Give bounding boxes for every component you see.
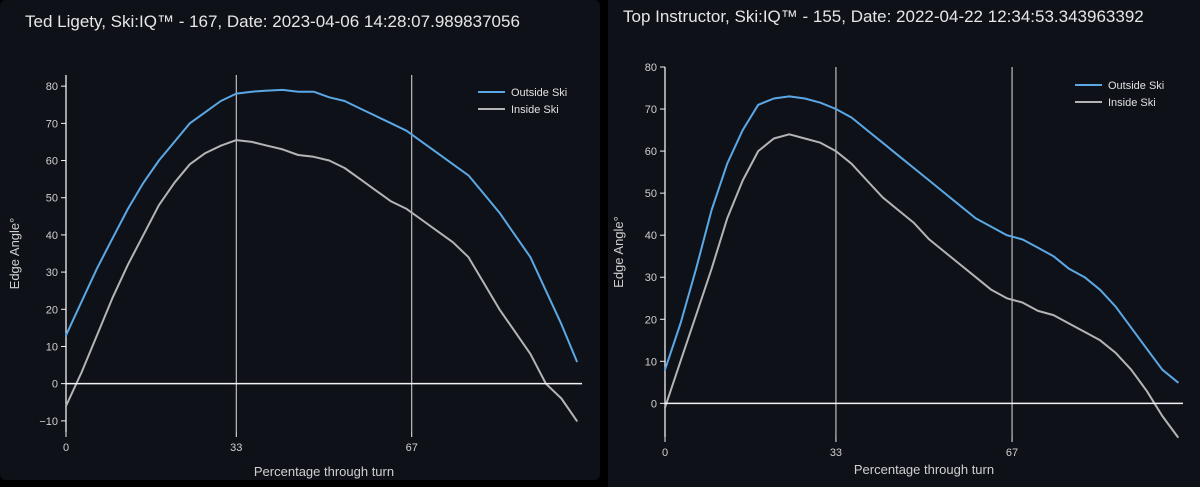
legend-label: Outside Ski bbox=[1108, 80, 1164, 92]
inside-ski-series-line bbox=[65, 139, 578, 422]
y-tick-label: 70 bbox=[645, 104, 657, 116]
y-tick-label: −10 bbox=[39, 416, 58, 428]
y-tick-label: 40 bbox=[645, 230, 657, 242]
y-tick-label: 80 bbox=[46, 81, 58, 93]
x-tick-label: 67 bbox=[1006, 447, 1018, 459]
y-tick-label: 60 bbox=[46, 156, 58, 168]
y-tick-label: 20 bbox=[645, 314, 657, 326]
chart-title: Top Instructor, Ski:IQ™ - 155, Date: 202… bbox=[623, 7, 1144, 26]
x-tick-label: 0 bbox=[63, 442, 69, 454]
legend-label: Outside Ski bbox=[511, 87, 567, 99]
x-tick-label: 33 bbox=[230, 442, 242, 454]
x-tick-label: 67 bbox=[406, 442, 418, 454]
y-tick-label: 50 bbox=[645, 188, 657, 200]
y-tick-label: 20 bbox=[46, 304, 58, 316]
chart-title: Ted Ligety, Ski:IQ™ - 167, Date: 2023-04… bbox=[25, 12, 520, 31]
chart-panel-right: Top Instructor, Ski:IQ™ - 155, Date: 202… bbox=[608, 0, 1200, 487]
x-axis-title: Percentage through turn bbox=[854, 462, 994, 477]
outside-ski-series-line bbox=[664, 95, 1179, 384]
y-tick-label: 70 bbox=[46, 118, 58, 130]
y-tick-label: 50 bbox=[46, 193, 58, 205]
outside-ski-series-line bbox=[65, 88, 578, 363]
legend-label: Inside Ski bbox=[511, 104, 559, 116]
chart-panel-left: Ted Ligety, Ski:IQ™ - 167, Date: 2023-04… bbox=[0, 0, 600, 480]
y-tick-label: 40 bbox=[46, 230, 58, 242]
chart-svg-left: −10 0 10 20 30 40 50 60 70 80 0 33 67 Percentage thro… bbox=[7, 75, 582, 479]
y-tick-label: 0 bbox=[52, 379, 58, 391]
y-tick-label: 60 bbox=[645, 146, 657, 158]
x-tick-label: 0 bbox=[662, 447, 668, 459]
x-tick-label: 33 bbox=[830, 447, 842, 459]
chart-svg-right: 0 10 20 30 40 50 60 70 80 0 33 67 Percentage through… bbox=[611, 62, 1183, 477]
inside-ski-series-line bbox=[664, 133, 1179, 438]
y-tick-label: 10 bbox=[46, 341, 58, 353]
y-tick-label: 30 bbox=[46, 267, 58, 279]
y-tick-label: 30 bbox=[645, 272, 657, 284]
x-axis-title: Percentage through turn bbox=[254, 464, 394, 479]
y-tick-label: 0 bbox=[651, 398, 657, 410]
y-axis-title: Edge Angle° bbox=[611, 216, 626, 288]
y-tick-label: 10 bbox=[645, 356, 657, 368]
y-axis-title: Edge Angle° bbox=[7, 218, 22, 290]
legend-label: Inside Ski bbox=[1108, 97, 1156, 109]
y-tick-label: 80 bbox=[645, 62, 657, 74]
